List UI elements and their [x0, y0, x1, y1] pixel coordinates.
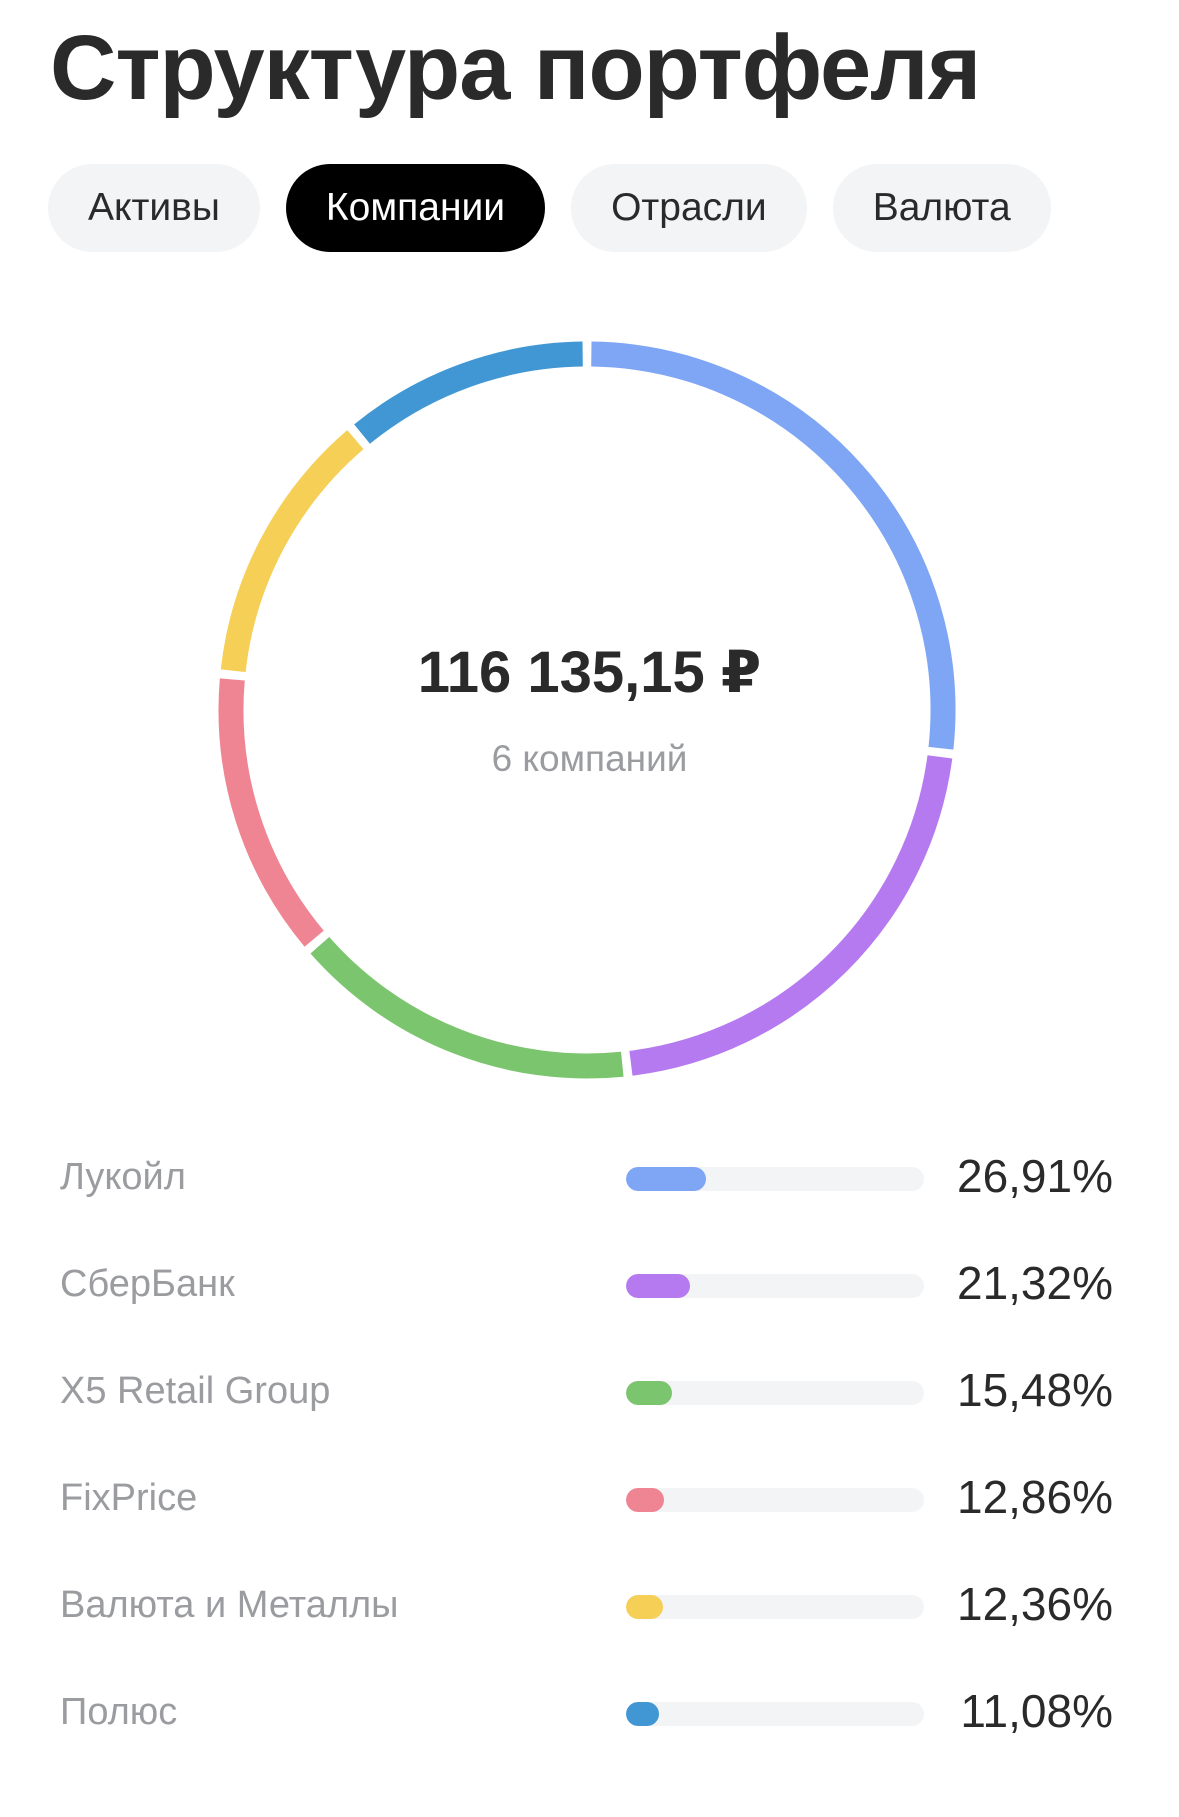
holding-name: FixPrice	[60, 1477, 198, 1519]
list-item[interactable]: Валюта и Металлы 12,36%	[0, 1578, 1179, 1690]
list-item[interactable]: FixPrice 12,86%	[0, 1471, 1179, 1583]
tab-companies[interactable]: Компании	[285, 164, 546, 252]
tab-currency[interactable]: Валюта	[832, 164, 1051, 252]
share-bar-track	[626, 1488, 924, 1512]
holdings-list: Лукойл 26,91% СберБанк 21,32% X5 Retail …	[0, 1150, 1179, 1797]
donut-slice-4	[218, 678, 324, 947]
share-bar-track	[626, 1274, 924, 1298]
donut-slice-1	[591, 341, 956, 750]
donut-slice-5	[220, 430, 364, 673]
holding-name: СберБанк	[60, 1263, 235, 1305]
share-bar-track	[626, 1167, 924, 1191]
donut-slice-3	[310, 937, 624, 1079]
holding-percent: 11,08%	[960, 1685, 1113, 1737]
list-item[interactable]: СберБанк 21,32%	[0, 1257, 1179, 1369]
tab-assets[interactable]: Активы	[48, 164, 260, 252]
list-item[interactable]: X5 Retail Group 15,48%	[0, 1364, 1179, 1476]
holding-name: Лукойл	[60, 1156, 186, 1198]
donut-slice-2	[629, 755, 953, 1076]
portfolio-total: 116 135,15 ₽	[417, 640, 762, 705]
list-item[interactable]: Полюс 11,08%	[0, 1685, 1179, 1797]
holding-percent: 12,86%	[956, 1471, 1113, 1523]
share-bar	[626, 1167, 707, 1191]
holding-percent: 26,91%	[956, 1150, 1113, 1202]
holding-percent: 15,48%	[956, 1364, 1113, 1416]
tab-industries[interactable]: Отрасли	[571, 164, 807, 252]
share-bar	[626, 1595, 663, 1619]
share-bar	[626, 1274, 690, 1298]
holding-name: Валюта и Металлы	[60, 1584, 399, 1626]
share-bar	[626, 1488, 665, 1512]
holding-percent: 21,32%	[956, 1257, 1113, 1309]
filter-tabs: Активы Компании Отрасли Валюта	[48, 164, 1051, 252]
list-item[interactable]: Лукойл 26,91%	[0, 1150, 1179, 1262]
donut-chart	[218, 341, 956, 1079]
companies-count: 6 компаний	[491, 738, 688, 779]
holding-percent: 12,36%	[956, 1578, 1113, 1630]
share-bar-track	[626, 1595, 924, 1619]
holding-name: Полюс	[60, 1691, 178, 1733]
share-bar-track	[626, 1381, 924, 1405]
share-bar	[626, 1381, 673, 1405]
holding-name: X5 Retail Group	[60, 1370, 331, 1412]
share-bar-track	[626, 1702, 924, 1726]
portfolio-donut	[212, 335, 962, 1085]
donut-slice-6	[354, 341, 583, 444]
share-bar	[626, 1702, 660, 1726]
page-title: Структура портфеля	[50, 17, 981, 119]
